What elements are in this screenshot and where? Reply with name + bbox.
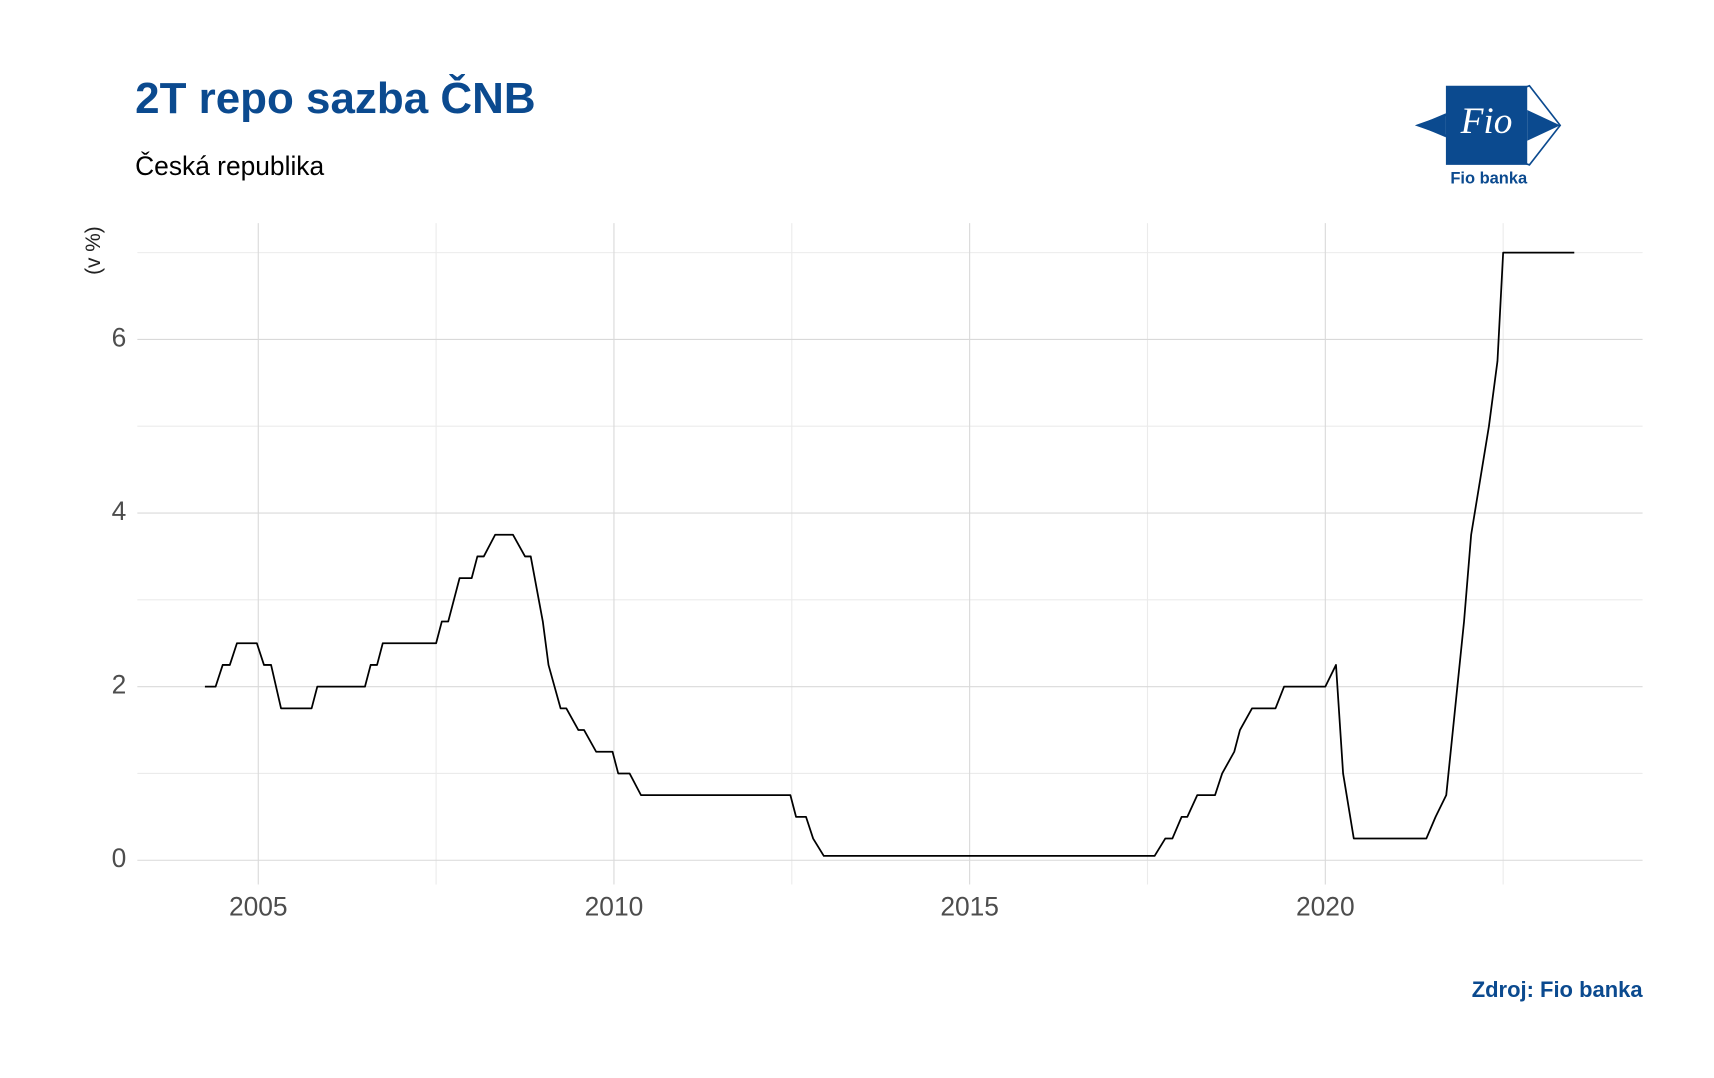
y-tick-label: 4 — [112, 496, 127, 526]
y-tick-label: 6 — [112, 322, 127, 352]
logo-mark: Fio — [1460, 101, 1513, 142]
chart-title: 2T repo sazba ČNB — [135, 72, 535, 123]
x-tick-label: 2005 — [229, 892, 288, 922]
chart-subtitle: Česká republika — [135, 151, 324, 181]
plot-area: 2005 2010 2015 2020 0 2 4 6 — [112, 223, 1643, 922]
logo: Fio Fio banka — [1414, 84, 1562, 188]
x-tick-label: 2015 — [940, 892, 999, 922]
y-tick-label: 0 — [112, 843, 127, 873]
x-tick-label: 2020 — [1296, 892, 1355, 922]
y-axis-label: (v %) — [82, 226, 105, 275]
logo-name: Fio banka — [1450, 170, 1528, 188]
y-tick-label: 2 — [112, 670, 127, 700]
x-tick-label: 2010 — [585, 892, 644, 922]
source: Zdroj: Fio banka — [1472, 977, 1644, 1002]
line-series — [204, 251, 1575, 857]
